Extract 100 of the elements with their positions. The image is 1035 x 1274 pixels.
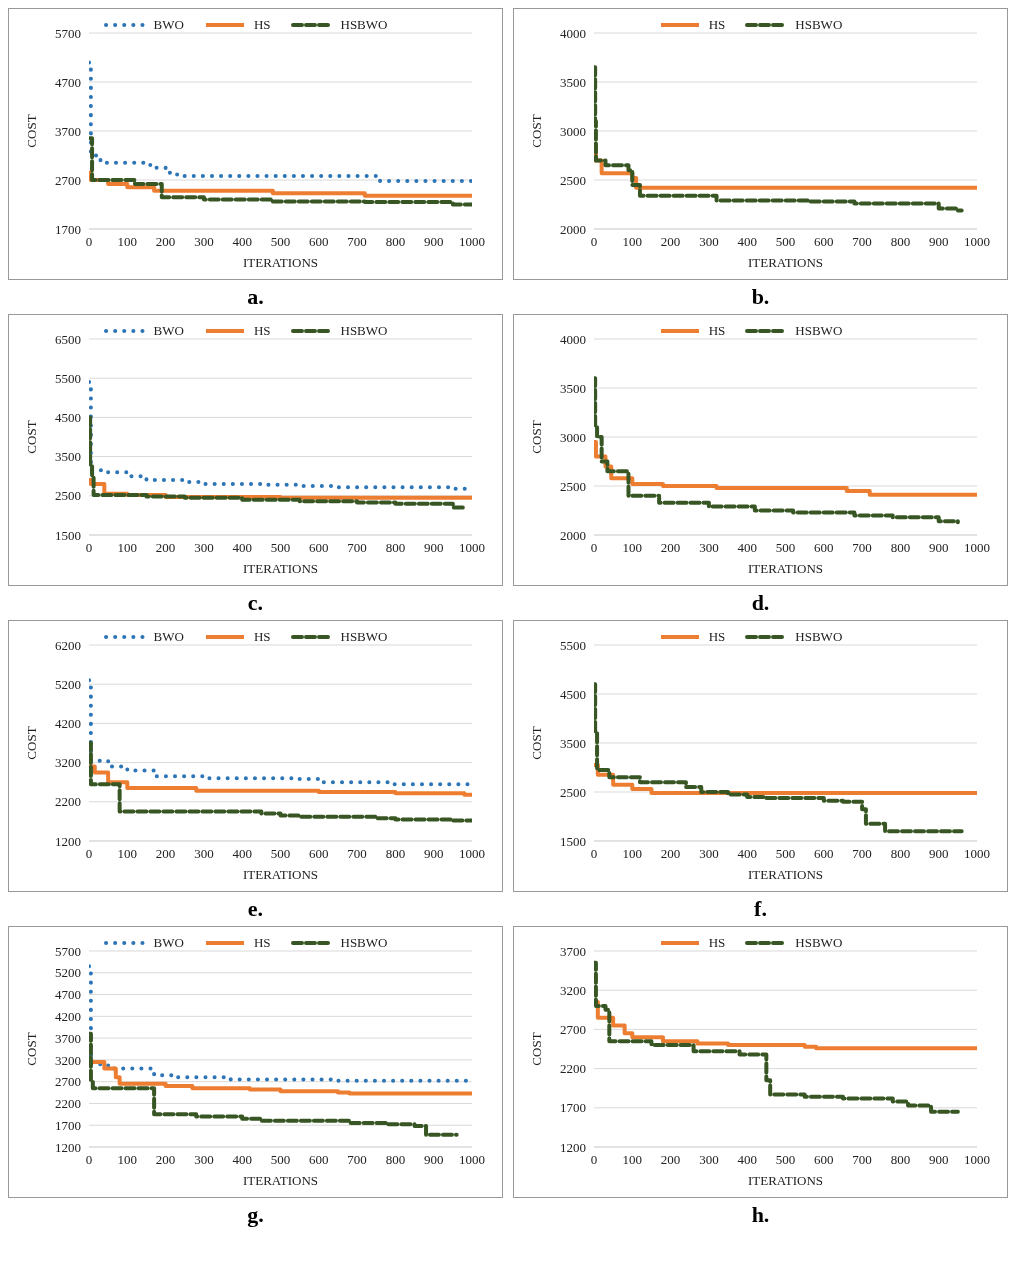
x-tick-label: 300 [699, 846, 719, 862]
y-tick-label: 3000 [560, 123, 586, 139]
y-tick-label: 2000 [560, 527, 586, 543]
legend-label: HSBWO [340, 935, 388, 951]
legend-label: BWO [153, 629, 184, 645]
y-tick-label: 2000 [560, 221, 586, 237]
text: g. [246, 1201, 265, 1229]
x-tick-label: 700 [347, 234, 367, 250]
x-tick-label: 900 [423, 1152, 444, 1168]
x-tick-label: 900 [423, 234, 444, 250]
y-tick-label: 3500 [560, 735, 586, 751]
x-tick-label: 100 [117, 1152, 138, 1168]
x-tick-label: 1000 [459, 234, 485, 250]
x-tick-label: 100 [622, 846, 643, 862]
x-tick-label: 1000 [459, 540, 485, 556]
y-tick-label: 4200 [55, 716, 81, 732]
y-tick-label: 2700 [560, 1022, 586, 1038]
y-tick-label: 4200 [55, 1008, 81, 1024]
y-tick-label: 5200 [55, 676, 81, 692]
legend-label: BWO [153, 935, 184, 951]
legend-label: BWO [153, 323, 184, 339]
legend-label: HS [708, 629, 726, 645]
y-tick-label: 1700 [55, 221, 81, 237]
x-tick-label: 500 [775, 234, 796, 250]
x-tick-label: 300 [194, 846, 214, 862]
y-tick-label: 5700 [55, 25, 81, 41]
y-tick-label: 4700 [55, 74, 81, 90]
x-tick-label: 200 [155, 234, 176, 250]
legend-label: HS [253, 17, 271, 33]
x-tick-label: 400 [232, 846, 252, 862]
legend-label: HSBWO [795, 17, 843, 33]
x-tick-label: 0 [85, 540, 93, 556]
x-tick-label: 0 [85, 234, 93, 250]
y-tick-label: 1500 [55, 527, 81, 543]
text: b. [750, 283, 771, 311]
y-tick-label: 4500 [560, 686, 586, 702]
y-tick-label: 1200 [55, 1139, 81, 1155]
x-tick-label: 500 [270, 846, 291, 862]
x-tick-label: 500 [775, 540, 796, 556]
x-tick-label: 100 [622, 540, 643, 556]
y-tick-label: 5200 [55, 965, 81, 981]
x-axis-title: ITERATIONS [747, 255, 824, 270]
x-tick-label: 1000 [459, 846, 485, 862]
y-axis-title: COST [528, 726, 544, 760]
y-tick-label: 4700 [55, 987, 81, 1003]
x-tick-label: 300 [699, 540, 719, 556]
y-tick-label: 3500 [560, 74, 586, 90]
x-tick-label: 300 [194, 1152, 214, 1168]
y-axis-title: COST [528, 1032, 544, 1066]
x-tick-label: 300 [194, 234, 214, 250]
x-tick-label: 800 [890, 234, 911, 250]
legend-label: HS [708, 935, 726, 951]
y-tick-label: 6200 [55, 637, 81, 653]
x-tick-label: 600 [309, 846, 329, 862]
x-tick-label: 0 [590, 1152, 598, 1168]
y-tick-label: 2500 [55, 488, 81, 504]
y-tick-label: 3500 [55, 449, 81, 465]
legend-label: HS [708, 323, 726, 339]
legend-label: HSBWO [340, 323, 388, 339]
y-tick-label: 4000 [560, 25, 586, 41]
y-tick-label: 5500 [560, 637, 586, 653]
x-tick-label: 600 [309, 234, 329, 250]
x-tick-label: 400 [737, 846, 757, 862]
x-tick-label: 900 [928, 1152, 949, 1168]
y-tick-label: 3200 [55, 1052, 81, 1068]
legend-label: HS [253, 629, 271, 645]
y-axis-title: COST [528, 420, 544, 454]
x-tick-label: 700 [852, 540, 872, 556]
legend-label: HSBWO [340, 629, 388, 645]
y-tick-label: 3700 [560, 943, 586, 959]
x-tick-label: 700 [347, 1152, 367, 1168]
legend-label: HSBWO [340, 17, 388, 33]
y-axis-title: COST [23, 1032, 39, 1066]
y-axis-title: COST [528, 114, 544, 148]
x-tick-label: 100 [117, 540, 138, 556]
x-tick-label: 200 [660, 846, 681, 862]
x-tick-label: 300 [699, 1152, 719, 1168]
x-tick-label: 100 [117, 846, 138, 862]
y-tick-label: 5700 [55, 943, 81, 959]
y-tick-label: 2200 [55, 1096, 81, 1112]
legend-label: HS [708, 17, 726, 33]
x-tick-label: 400 [232, 1152, 252, 1168]
x-tick-label: 1000 [964, 1152, 990, 1168]
y-tick-label: 1500 [560, 833, 586, 849]
x-tick-label: 1000 [964, 234, 990, 250]
x-tick-label: 700 [347, 540, 367, 556]
x-tick-label: 200 [155, 846, 176, 862]
x-tick-label: 400 [737, 234, 757, 250]
x-tick-label: 600 [814, 1152, 834, 1168]
x-tick-label: 300 [194, 540, 214, 556]
y-tick-label: 2500 [560, 784, 586, 800]
x-axis-title: ITERATIONS [747, 1173, 824, 1188]
y-tick-label: 4500 [55, 410, 81, 426]
x-tick-label: 400 [737, 1152, 757, 1168]
x-tick-label: 500 [270, 1152, 291, 1168]
y-tick-label: 3200 [560, 982, 586, 998]
x-tick-label: 500 [270, 234, 291, 250]
x-tick-label: 200 [660, 540, 681, 556]
x-tick-label: 400 [232, 540, 252, 556]
x-tick-label: 500 [270, 540, 291, 556]
